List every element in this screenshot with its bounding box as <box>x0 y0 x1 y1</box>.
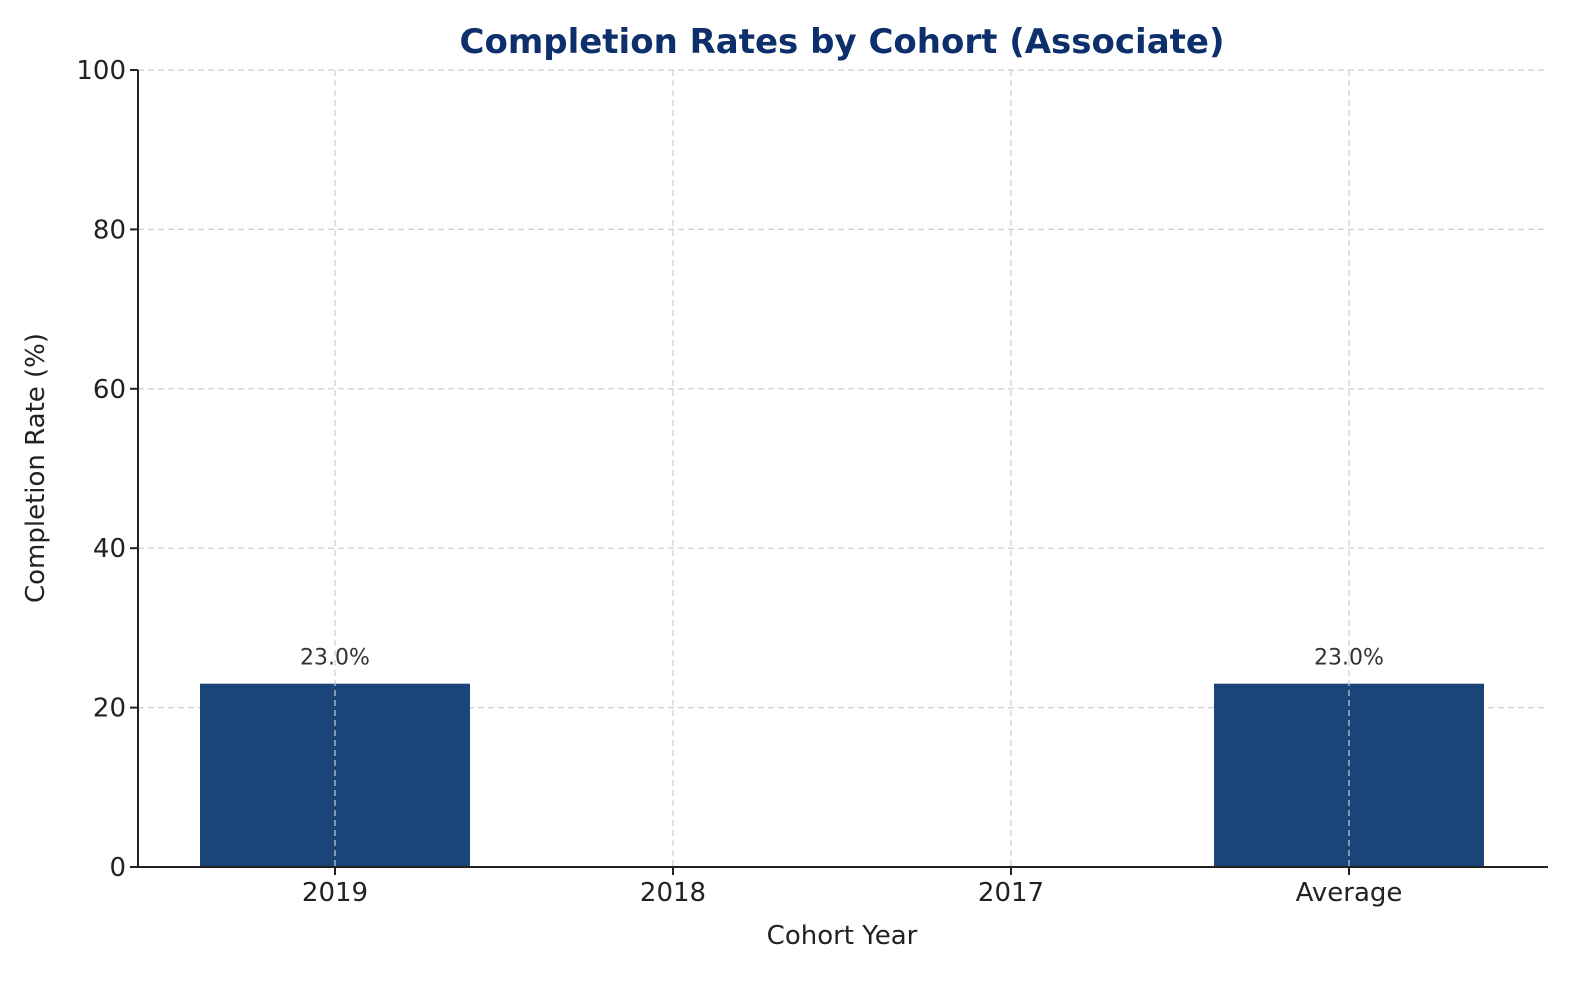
chart-title: Completion Rates by Cohort (Associate) <box>460 22 1225 62</box>
y-tick-label: 20 <box>93 694 126 724</box>
bar-value-label: 23.0% <box>300 646 370 671</box>
x-axis-label: Cohort Year <box>767 921 918 951</box>
bar-value-label: 23.0% <box>1314 646 1384 671</box>
x-tick-label: 2017 <box>978 878 1044 908</box>
y-axis-label: Completion Rate (%) <box>21 333 51 603</box>
y-tick-label: 0 <box>109 853 126 883</box>
data-labels: 23.0% 23.0% <box>300 70 1384 867</box>
y-tick-label: 100 <box>76 56 126 86</box>
y-tick-label: 40 <box>93 534 126 564</box>
x-tick-label: Average <box>1296 878 1403 908</box>
y-tick-label: 80 <box>93 215 126 245</box>
axes <box>130 69 1548 875</box>
tick-labels: 0 20 40 60 80 100 2019 2018 2017 Average <box>76 56 1402 908</box>
y-tick-label: 60 <box>93 375 126 405</box>
x-tick-label: 2019 <box>302 878 368 908</box>
grid-lines <box>138 69 1548 709</box>
bars <box>200 683 1484 867</box>
x-tick-label: 2018 <box>640 878 706 908</box>
